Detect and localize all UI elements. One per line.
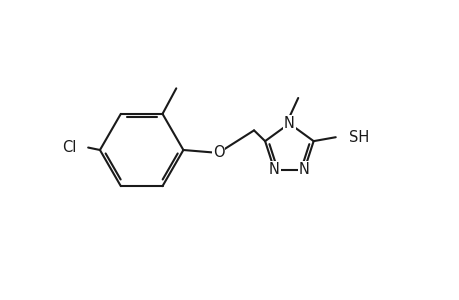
- Text: N: N: [283, 116, 294, 131]
- Text: N: N: [298, 162, 309, 177]
- Text: Cl: Cl: [62, 140, 77, 155]
- Text: SH: SH: [349, 130, 369, 145]
- Text: O: O: [213, 145, 224, 160]
- Text: N: N: [269, 162, 279, 177]
